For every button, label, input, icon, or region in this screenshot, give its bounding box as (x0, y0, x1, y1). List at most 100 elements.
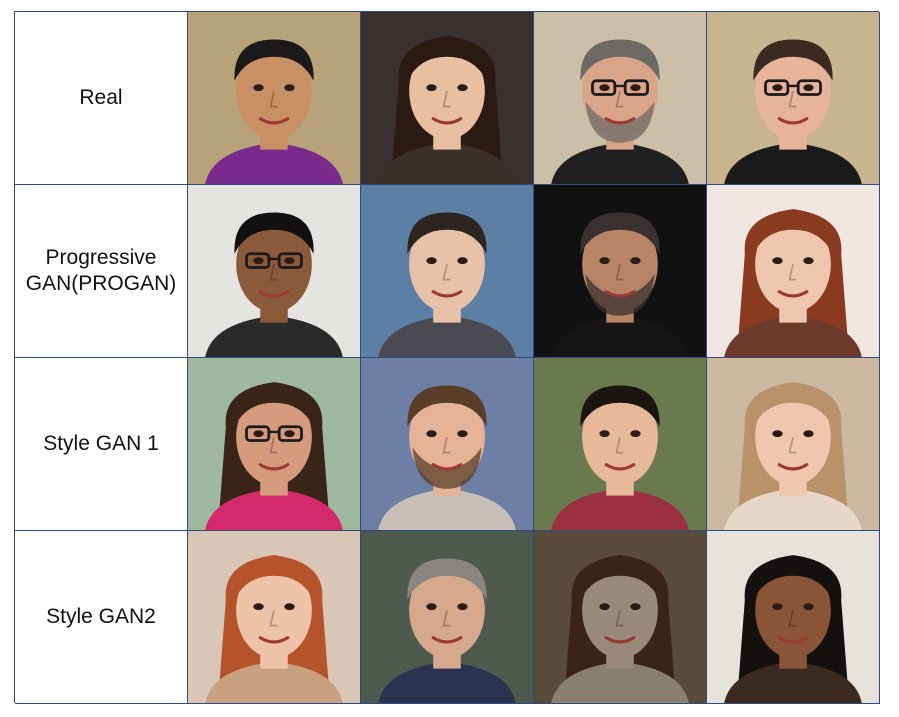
face-image (361, 531, 534, 704)
hair-top (407, 558, 487, 600)
shoulders (724, 315, 862, 357)
left-eye (253, 603, 264, 611)
hair-top (234, 558, 314, 600)
portrait-svg (534, 12, 706, 184)
shoulders (205, 315, 343, 357)
hair-top (753, 39, 833, 81)
mouth (258, 290, 290, 298)
mouth (604, 636, 636, 644)
right-eye (457, 257, 468, 265)
face-image (188, 531, 361, 704)
left-eye (426, 430, 437, 438)
nose (615, 90, 624, 108)
portrait-svg (707, 185, 879, 357)
portrait-svg (534, 531, 706, 703)
hair-top (234, 39, 314, 81)
nose (442, 609, 451, 627)
face-shape (755, 561, 831, 659)
shoulders (551, 142, 689, 184)
nose (269, 90, 278, 108)
mouth (258, 117, 290, 125)
face-image (534, 12, 707, 185)
mouth (258, 463, 290, 471)
right-eye (284, 84, 295, 92)
portrait-svg (707, 358, 879, 530)
left-eye (253, 430, 264, 438)
right-eye (803, 603, 814, 611)
left-eye (599, 430, 610, 438)
hair-top (234, 212, 314, 254)
nose (269, 609, 278, 627)
right-eye (803, 430, 814, 438)
right-eye (630, 603, 641, 611)
glasses-left (245, 425, 271, 442)
face-image (707, 12, 880, 185)
row-label-text: Real (79, 86, 123, 109)
comparison-grid: Real Progressive GAN(PROGAN) Style GAN 1… (14, 11, 880, 704)
mouth (604, 290, 636, 298)
nose (442, 436, 451, 454)
row-label-text: Style GAN 1 (43, 432, 159, 455)
face-shape (755, 388, 831, 486)
right-eye (284, 603, 295, 611)
mouth (777, 117, 809, 125)
portrait-svg (707, 12, 879, 184)
face-image (534, 358, 707, 531)
right-eye (284, 430, 295, 438)
portrait-svg (707, 531, 879, 703)
portrait-svg (534, 358, 706, 530)
portrait-svg (534, 185, 706, 357)
right-eye (284, 257, 295, 265)
face-image (534, 185, 707, 358)
mouth (777, 463, 809, 471)
left-eye (599, 257, 610, 265)
shoulders (724, 142, 862, 184)
face-image (361, 12, 534, 185)
portrait-svg (188, 185, 360, 357)
face-image (188, 185, 361, 358)
face-shape (582, 388, 658, 486)
right-eye (457, 84, 468, 92)
shoulders (724, 488, 862, 530)
hair-top (753, 212, 833, 254)
portrait-svg (361, 185, 533, 357)
face-image (707, 185, 880, 358)
face-shape (409, 561, 485, 659)
face-image (361, 358, 534, 531)
mouth (258, 636, 290, 644)
nose (615, 263, 624, 281)
left-eye (426, 257, 437, 265)
nose (788, 436, 797, 454)
glasses-right (623, 79, 649, 96)
face-shape (582, 215, 658, 313)
face-shape (236, 215, 312, 313)
mouth (604, 117, 636, 125)
glasses-left (591, 79, 617, 96)
hair-top (234, 385, 314, 427)
mouth (777, 636, 809, 644)
nose (442, 263, 451, 281)
hair-top (580, 212, 660, 254)
right-eye (803, 257, 814, 265)
portrait-svg (361, 12, 533, 184)
face-image (534, 531, 707, 704)
portrait-svg (361, 358, 533, 530)
row-label-real: Real (15, 12, 188, 185)
left-eye (426, 603, 437, 611)
face-shape (236, 388, 312, 486)
left-eye (426, 84, 437, 92)
left-eye (253, 84, 264, 92)
row-label-stylegan2: Style GAN2 (15, 531, 188, 704)
face-shape (236, 42, 312, 140)
face-shape (409, 388, 485, 486)
face-image (707, 531, 880, 704)
right-eye (630, 257, 641, 265)
nose (269, 436, 278, 454)
shoulders (724, 661, 862, 703)
left-eye (772, 84, 783, 92)
glasses-left (764, 79, 790, 96)
hair-top (407, 385, 487, 427)
row-label-progan: Progressive GAN(PROGAN) (15, 185, 188, 358)
nose (788, 90, 797, 108)
hair-top (753, 385, 833, 427)
